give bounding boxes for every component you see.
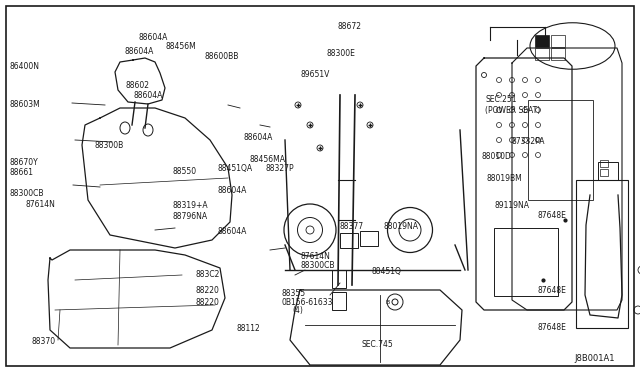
Text: 87614N: 87614N: [26, 200, 56, 209]
Text: 88604A: 88604A: [243, 133, 273, 142]
Bar: [600, 169, 608, 176]
Text: B: B: [386, 299, 390, 305]
Text: 88456MA: 88456MA: [250, 155, 285, 164]
Bar: [535, 35, 549, 47]
Text: 88377: 88377: [339, 222, 364, 231]
Bar: [340, 233, 358, 248]
Text: 88604A: 88604A: [218, 227, 247, 236]
Text: 88456M: 88456M: [165, 42, 196, 51]
Text: 88112: 88112: [237, 324, 260, 333]
Text: 88300B: 88300B: [95, 141, 124, 150]
Text: 89119NA: 89119NA: [494, 201, 529, 210]
Text: 88300E: 88300E: [326, 49, 355, 58]
Bar: [535, 48, 549, 60]
Text: (4): (4): [292, 306, 303, 315]
Text: 88300CB: 88300CB: [301, 262, 335, 270]
Text: 88019BM: 88019BM: [486, 174, 522, 183]
Text: 87648E: 87648E: [538, 323, 566, 332]
Text: 88319+A: 88319+A: [173, 201, 209, 210]
Text: 88604A: 88604A: [133, 92, 163, 100]
Text: 88550: 88550: [173, 167, 197, 176]
Text: 88796NA: 88796NA: [173, 212, 208, 221]
Text: 87648E: 87648E: [538, 211, 566, 220]
Bar: [598, 162, 618, 180]
Text: 89651V: 89651V: [301, 70, 330, 79]
Text: 88670Y: 88670Y: [10, 158, 38, 167]
Text: 88604A: 88604A: [218, 186, 247, 195]
Bar: [360, 231, 378, 246]
Text: 88220: 88220: [196, 298, 220, 307]
Text: 88220: 88220: [196, 286, 220, 295]
Text: 88603M: 88603M: [10, 100, 40, 109]
Text: 88602: 88602: [125, 81, 150, 90]
Text: 88672: 88672: [337, 22, 362, 31]
Bar: [551, 35, 565, 47]
Text: 88661: 88661: [10, 169, 34, 177]
Text: 88019NA: 88019NA: [384, 222, 419, 231]
Bar: [576, 180, 628, 328]
Text: 87648E: 87648E: [538, 286, 566, 295]
Text: 0B156-61633: 0B156-61633: [282, 298, 333, 307]
Text: 87332PA: 87332PA: [512, 137, 545, 146]
Bar: [332, 270, 346, 288]
Bar: [494, 228, 558, 296]
Text: SEC.251
(POWER SEAT): SEC.251 (POWER SEAT): [485, 95, 540, 115]
Bar: [528, 100, 593, 200]
Text: J8B001A1: J8B001A1: [574, 355, 614, 363]
Text: 88327P: 88327P: [266, 164, 294, 173]
Text: 88604A: 88604A: [139, 33, 168, 42]
Text: 88451QA: 88451QA: [218, 164, 253, 173]
Text: 88604A: 88604A: [125, 47, 154, 56]
Bar: [551, 48, 565, 60]
Text: 88010D: 88010D: [481, 153, 511, 161]
Text: 883C2: 883C2: [196, 270, 220, 279]
Text: SEC.745: SEC.745: [362, 340, 394, 349]
Text: 88370: 88370: [31, 337, 56, 346]
Text: 88300CB: 88300CB: [10, 189, 44, 198]
Text: 88600BB: 88600BB: [205, 52, 239, 61]
Bar: [332, 292, 346, 310]
Text: 88451Q: 88451Q: [371, 267, 401, 276]
Text: 88355: 88355: [282, 289, 306, 298]
Bar: [600, 160, 608, 167]
Text: 87614N: 87614N: [301, 252, 331, 261]
Text: 86400N: 86400N: [10, 62, 40, 71]
